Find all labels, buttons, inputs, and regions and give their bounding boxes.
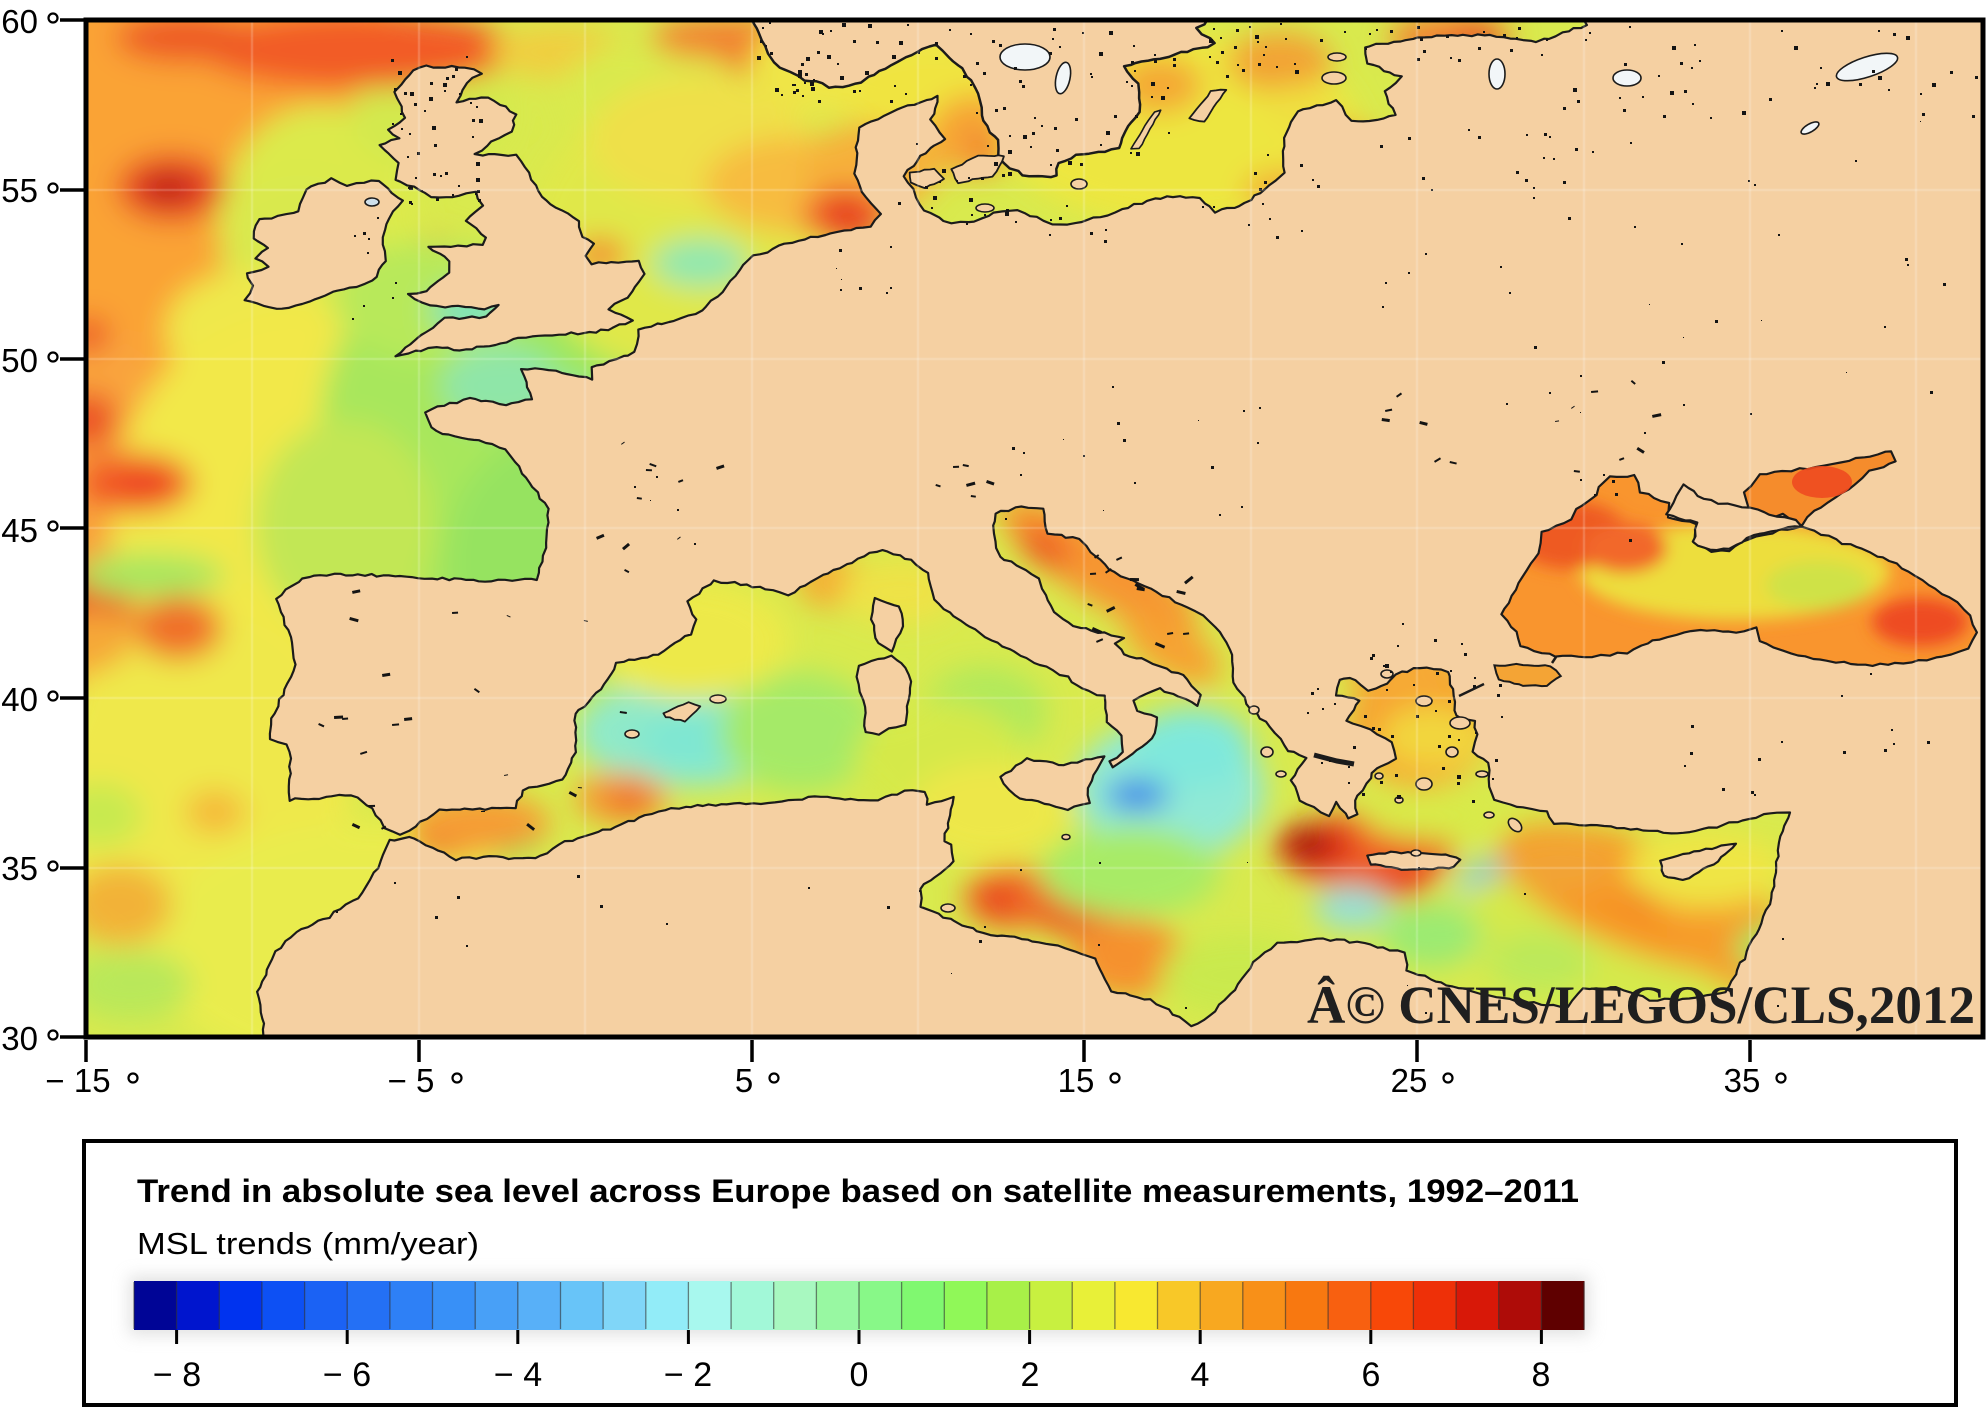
svg-text:55: 55 (1, 172, 38, 209)
svg-text:0: 0 (850, 1356, 869, 1394)
svg-text:30: 30 (1, 1020, 38, 1057)
svg-text:45: 45 (1, 512, 38, 549)
svg-text:50: 50 (1, 342, 38, 379)
svg-text:− 4: − 4 (494, 1356, 542, 1394)
svg-text:− 5: − 5 (388, 1062, 435, 1099)
svg-text:− 2: − 2 (664, 1356, 712, 1394)
svg-text:MSL trends (mm/year): MSL trends (mm/year) (137, 1226, 479, 1261)
svg-text:8: 8 (1532, 1356, 1551, 1394)
svg-text:− 6: − 6 (323, 1356, 371, 1394)
svg-text:2: 2 (1021, 1356, 1040, 1394)
svg-text:25: 25 (1391, 1062, 1428, 1099)
svg-text:40: 40 (1, 681, 38, 718)
svg-text:35: 35 (1, 850, 38, 887)
svg-text:15: 15 (1058, 1062, 1095, 1099)
svg-text:− 8: − 8 (153, 1356, 201, 1394)
svg-text:Â© CNES/LEGOS/CLS,2012: Â© CNES/LEGOS/CLS,2012 (1307, 975, 1975, 1035)
svg-text:− 15: − 15 (45, 1062, 110, 1099)
svg-text:Trend in absolute sea level ac: Trend in absolute sea level across Europ… (137, 1173, 1579, 1209)
svg-text:35: 35 (1724, 1062, 1761, 1099)
svg-text:60: 60 (1, 3, 38, 40)
svg-text:6: 6 (1362, 1356, 1381, 1394)
svg-text:4: 4 (1191, 1356, 1210, 1394)
svg-text:5: 5 (735, 1062, 753, 1099)
